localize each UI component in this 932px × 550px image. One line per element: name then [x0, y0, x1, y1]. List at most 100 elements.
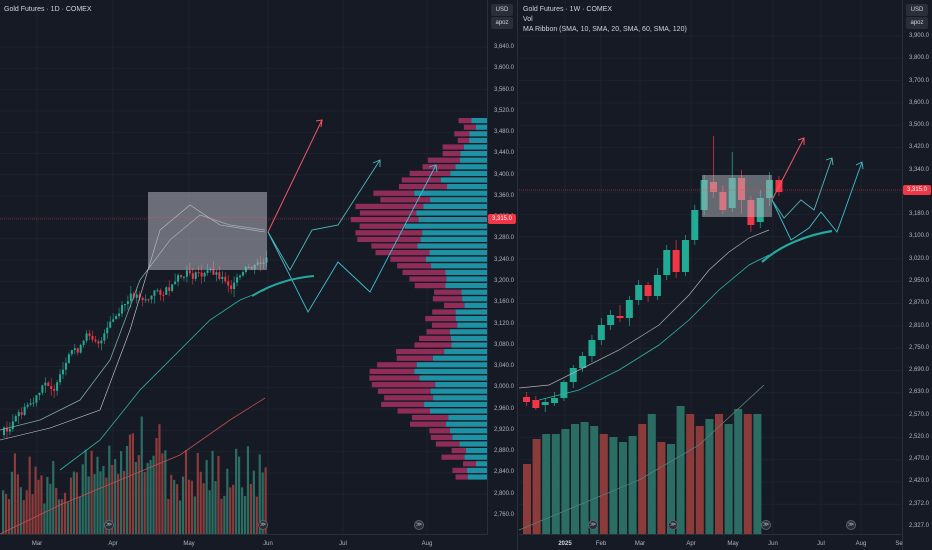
- weekly-time-axis[interactable]: 2025 Feb Mar Apr May Jun Jul Aug Se: [519, 534, 903, 550]
- daily-price-chart[interactable]: [0, 0, 488, 534]
- volume-bar: [255, 496, 258, 534]
- volume-bar: [55, 487, 58, 534]
- volume-profile-bar: [427, 157, 461, 163]
- volume-profile-bar: [414, 342, 452, 348]
- price-tick-label: 2,570.0: [908, 411, 929, 418]
- goto-realtime-icon[interactable]: ≫: [668, 520, 678, 530]
- volume-profile-bar: [455, 164, 488, 170]
- price-tick-label: 3,700.0: [908, 77, 929, 84]
- candle-body: [212, 268, 215, 275]
- volume-bar: [2, 490, 5, 534]
- candle-body: [112, 319, 115, 322]
- goto-realtime-icon[interactable]: ≫: [414, 520, 424, 530]
- price-tick-label: 2,690.0: [908, 367, 929, 374]
- volume-profile-bar: [433, 395, 488, 401]
- daily-chart-pane[interactable]: Gold Futures · 1D · COMEX USD apoz 3,640…: [0, 0, 518, 550]
- candle-body: [182, 276, 185, 278]
- volume-bar: [705, 419, 714, 534]
- volume-bar: [96, 456, 99, 534]
- goto-realtime-icon[interactable]: ≫: [258, 520, 268, 530]
- currency-badge[interactable]: USD: [491, 4, 513, 16]
- price-tick-label: 2,327.0: [908, 523, 929, 529]
- candle-body: [579, 356, 587, 368]
- volume-bar: [753, 414, 762, 534]
- volume-profile-bar: [431, 263, 488, 269]
- goto-realtime-icon[interactable]: ≫: [761, 520, 771, 530]
- volume-indicator-label[interactable]: Vol: [523, 16, 533, 23]
- volume-profile-bar: [377, 388, 431, 394]
- volume-profile-bar: [467, 467, 488, 473]
- volume-bar: [211, 450, 214, 534]
- time-axis-label: Jun: [263, 541, 273, 547]
- volume-profile-bar: [452, 434, 488, 440]
- candle-body: [203, 272, 206, 277]
- daily-time-axis[interactable]: Mar Apr May Jun Jul Aug: [0, 534, 488, 550]
- volume-bar: [734, 409, 743, 534]
- volume-bar: [523, 464, 531, 534]
- volume-bar: [599, 434, 608, 534]
- price-tick-label: 3,480.0: [493, 129, 514, 136]
- volume-bar: [146, 462, 149, 534]
- volume-profile-bar: [457, 322, 488, 328]
- candle-body: [215, 272, 218, 275]
- volume-profile-bar: [355, 230, 423, 236]
- price-tick-label: 2,470.0: [908, 456, 929, 463]
- volume-profile-bar: [447, 184, 488, 190]
- volume-profile-bar: [416, 210, 488, 216]
- weekly-price-chart[interactable]: [519, 0, 902, 534]
- volume-profile-bar: [417, 243, 488, 249]
- volume-profile-bar: [424, 401, 488, 407]
- volume-bar: [187, 479, 191, 534]
- volume-profile-bar: [423, 203, 488, 209]
- volume-profile-bar: [384, 395, 434, 401]
- candle-body: [200, 272, 203, 277]
- candle-body: [82, 340, 85, 345]
- daily-price-axis[interactable]: USD apoz 3,640.0 3,600.0 3,560.0 3,520.0 3,4…: [487, 0, 517, 550]
- weekly-chart-pane[interactable]: Gold Futures · 1W · COMEX Vol MA Ribbon …: [519, 0, 932, 550]
- volume-bar: [590, 426, 599, 534]
- volume-profile-bar: [442, 151, 461, 157]
- volume-bar: [10, 471, 14, 534]
- scale-badge[interactable]: apoz: [491, 17, 513, 29]
- time-axis-label: Apr: [686, 541, 696, 547]
- volume-profile-bar: [444, 349, 488, 355]
- volume-profile-bar: [359, 210, 417, 216]
- volume-bar: [7, 499, 11, 534]
- volume-bar: [43, 503, 46, 534]
- volume-profile-bar: [380, 197, 430, 203]
- price-tick-label: 3,280.0: [493, 235, 514, 242]
- price-tick-label: 3,500.0: [908, 122, 929, 129]
- candle-body: [171, 284, 174, 291]
- volume-bar: [261, 472, 264, 534]
- time-axis-label: Mar: [31, 541, 43, 547]
- projection-arrow: [267, 119, 323, 233]
- candle-body: [23, 406, 26, 415]
- scale-badge[interactable]: apoz: [906, 17, 928, 29]
- candle-body: [635, 285, 643, 300]
- candle-body: [541, 402, 549, 405]
- volume-bar: [542, 434, 551, 534]
- volume-profile-bar: [435, 441, 460, 447]
- ma-ribbon-indicator-label[interactable]: MA Ribbon (SMA, 10, SMA, 20, SMA, 60, SM…: [523, 26, 687, 33]
- volume-profile-bar: [398, 184, 448, 190]
- volume-bar: [87, 476, 90, 534]
- goto-realtime-icon[interactable]: ≫: [588, 520, 598, 530]
- volume-bar: [66, 502, 70, 534]
- currency-badge[interactable]: USD: [906, 4, 928, 16]
- volume-bar: [638, 424, 647, 534]
- volume-bar: [226, 468, 229, 534]
- volume-profile-bar: [461, 289, 488, 295]
- goto-realtime-icon[interactable]: ≫: [846, 520, 856, 530]
- time-axis-label: Jul: [817, 541, 825, 547]
- goto-realtime-icon[interactable]: ≫: [104, 520, 114, 530]
- arrow-head: [315, 119, 323, 128]
- volume-bar: [217, 455, 220, 534]
- candle-body: [56, 382, 59, 391]
- candle-body: [144, 299, 147, 301]
- volume-profile-bar: [426, 329, 450, 335]
- candle-body: [607, 315, 615, 325]
- weekly-price-axis[interactable]: USD apoz 3,900.0 3,800.0 3,700.0 3,600.0 3,5…: [902, 0, 932, 550]
- candle-body: [625, 300, 633, 318]
- volume-profile-bar: [410, 421, 447, 427]
- volume-profile-bar: [448, 415, 488, 421]
